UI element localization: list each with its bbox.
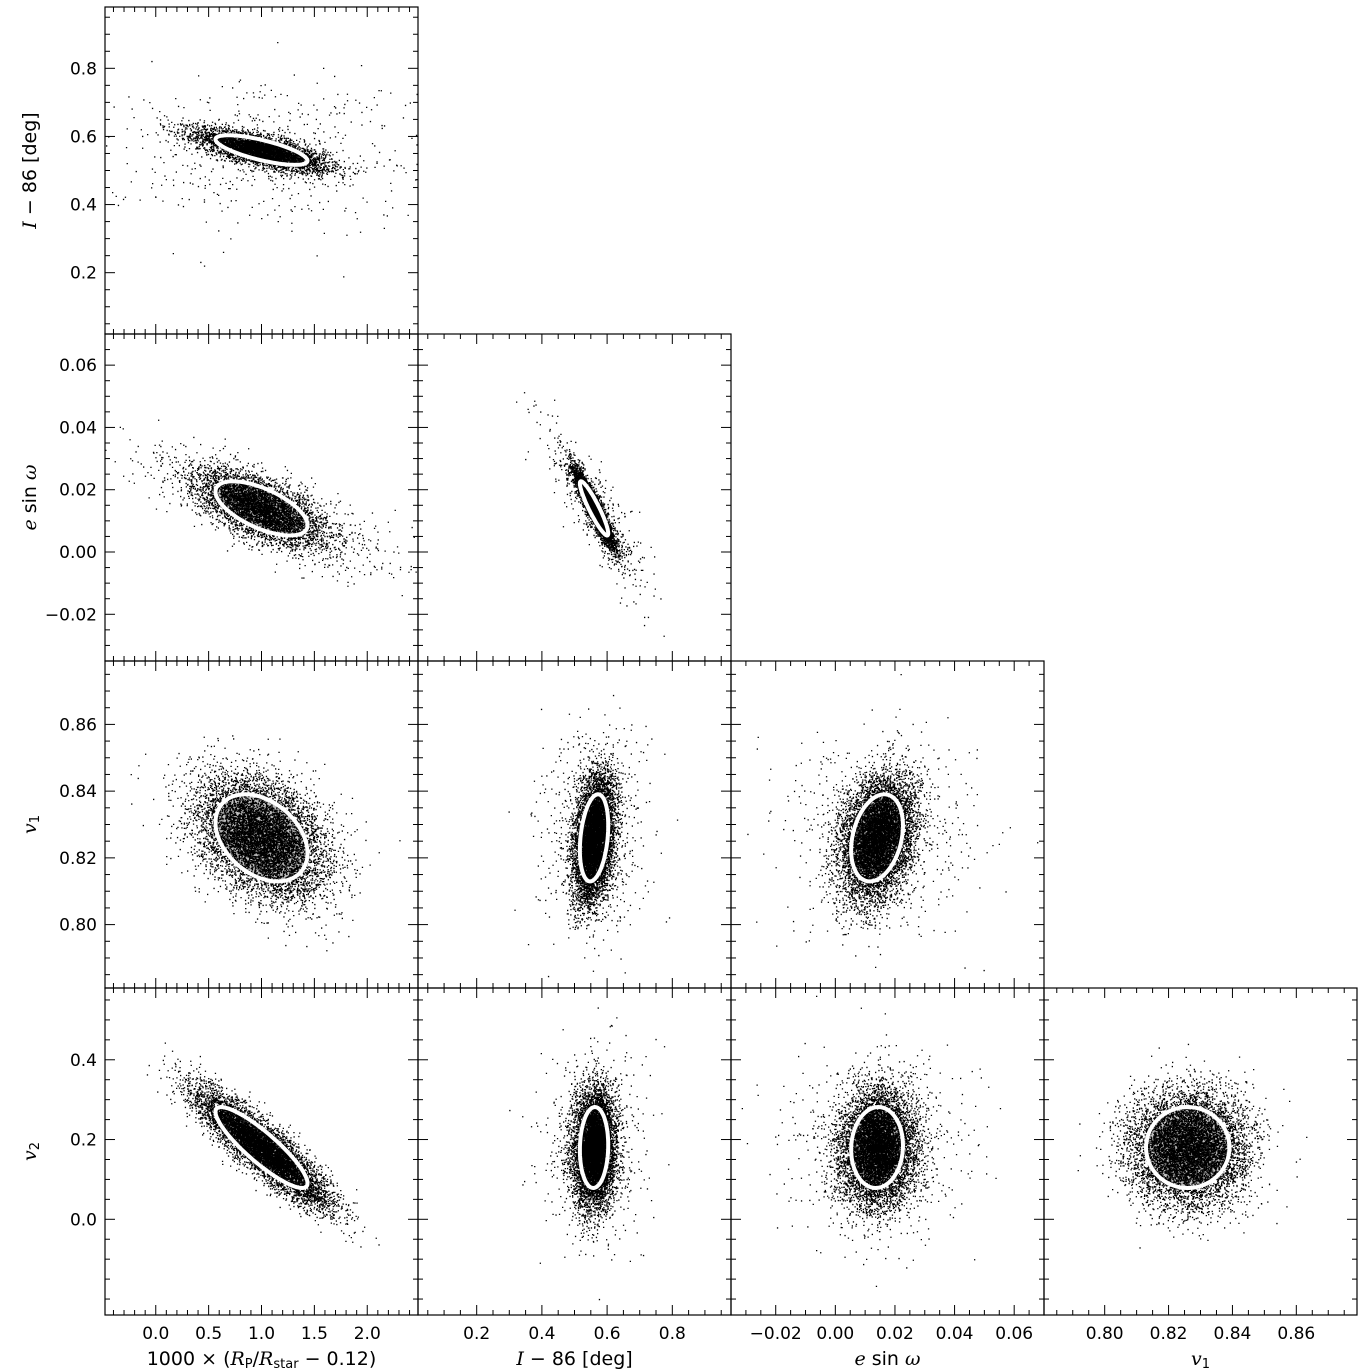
x-tick-label: 0.2 xyxy=(463,1324,490,1344)
panel-rp-vs-v1: 0.80 0.82 0.84 0.86 v1 xyxy=(19,660,419,989)
y-tick-label: 0.02 xyxy=(59,481,97,501)
x-tick-label: 2.0 xyxy=(354,1324,381,1344)
x-axis-label: 1000 × (RP/Rstar − 0.12) xyxy=(147,1348,377,1372)
y-tick-label: 0.0 xyxy=(70,1210,97,1230)
y-tick-label: 0.82 xyxy=(59,849,97,869)
x-tick-label: 0.6 xyxy=(594,1324,621,1344)
panel-inc-vs-v2: 0.2 0.4 0.6 0.8 I − 86 [deg] xyxy=(417,987,732,1370)
contour-1sigma xyxy=(849,792,905,884)
y-tick-label: 0.2 xyxy=(70,1131,97,1151)
x-tick-label: 0.86 xyxy=(1277,1324,1315,1344)
y-tick-label: 0.4 xyxy=(70,1051,97,1071)
y-tick-label: 0.6 xyxy=(70,127,97,147)
panel-frame xyxy=(104,6,419,335)
y-tick-label: 0.8 xyxy=(70,59,97,79)
x-tick-label: 1.0 xyxy=(248,1324,275,1344)
x-tick-label: −0.02 xyxy=(750,1324,802,1344)
x-tick-label: 0.4 xyxy=(528,1324,555,1344)
panel-frame xyxy=(417,333,732,662)
contour-1sigma xyxy=(849,1105,905,1190)
x-tick-label: 0.0 xyxy=(142,1324,169,1344)
scatter-points xyxy=(146,1042,380,1248)
y-tick-label: 0.06 xyxy=(59,356,97,376)
scatter-points xyxy=(105,419,417,597)
panel-rp-vs-esinw: −0.02 0.00 0.02 0.04 0.06 e sin ω xyxy=(19,333,419,662)
panel-inc-vs-v1 xyxy=(417,660,732,989)
x-tick-label: 0.82 xyxy=(1150,1324,1188,1344)
x-tick-label: 1.5 xyxy=(301,1324,328,1344)
scatter-points xyxy=(1077,1043,1308,1249)
y-tick-label: −0.02 xyxy=(45,605,97,625)
scatter-points xyxy=(741,995,1002,1287)
y-tick-label: 0.00 xyxy=(59,543,97,563)
contour-1sigma xyxy=(577,479,611,538)
x-tick-label: 0.00 xyxy=(816,1324,854,1344)
contour-1sigma xyxy=(213,1105,310,1190)
contour-1sigma xyxy=(1144,1105,1232,1190)
y-tick-label: 0.80 xyxy=(59,916,97,936)
panel-rp-vs-v2: 0.0 0.2 0.4 v2 0.0 0.5 1.0 1.5 2.0 1000 × (RP/Rst… xyxy=(19,987,419,1372)
y-tick-label: 0.84 xyxy=(59,782,97,802)
scatter-points xyxy=(747,674,1039,972)
panel-esinw-vs-v1 xyxy=(730,660,1045,989)
x-axis-label: e sin ω xyxy=(854,1348,920,1370)
x-tick-label: 0.04 xyxy=(936,1324,974,1344)
x-tick-label: 0.06 xyxy=(995,1324,1033,1344)
contour-1sigma xyxy=(213,479,310,538)
y-axis-label: v1 xyxy=(19,815,43,834)
x-tick-label: 0.02 xyxy=(876,1324,914,1344)
y-tick-label: 0.86 xyxy=(59,715,97,735)
panel-rp-vs-inc: 0.2 0.4 0.6 0.8 I − 86 [deg] xyxy=(19,6,419,335)
x-tick-label: 0.5 xyxy=(195,1324,222,1344)
panel-v1-vs-v2: 0.80 0.82 0.84 0.86 v1 xyxy=(1043,987,1358,1372)
contour-1sigma xyxy=(577,792,611,884)
scatter-points xyxy=(508,694,679,978)
y-tick-label: 0.04 xyxy=(59,418,97,438)
x-tick-label: 0.80 xyxy=(1086,1324,1124,1344)
x-tick-label: 0.8 xyxy=(659,1324,686,1344)
panel-inc-vs-esinw xyxy=(417,333,732,662)
contour-1sigma xyxy=(577,1105,611,1190)
x-axis-label: I − 86 [deg] xyxy=(515,1348,632,1370)
x-tick-label: 0.84 xyxy=(1214,1324,1252,1344)
y-axis-label: v2 xyxy=(19,1142,43,1161)
panel-esinw-vs-v2: −0.02 0.00 0.02 0.04 0.06 e sin ω xyxy=(730,987,1045,1370)
y-axis-label: I − 86 [deg] xyxy=(19,112,41,229)
y-tick-label: 0.2 xyxy=(70,264,97,284)
y-tick-label: 0.4 xyxy=(70,196,97,216)
contour-1sigma xyxy=(213,133,310,167)
x-axis-label: v1 xyxy=(1191,1348,1210,1372)
scatter-points xyxy=(509,1007,670,1301)
y-axis-label: e sin ω xyxy=(19,464,41,530)
contour-1sigma xyxy=(213,792,310,884)
